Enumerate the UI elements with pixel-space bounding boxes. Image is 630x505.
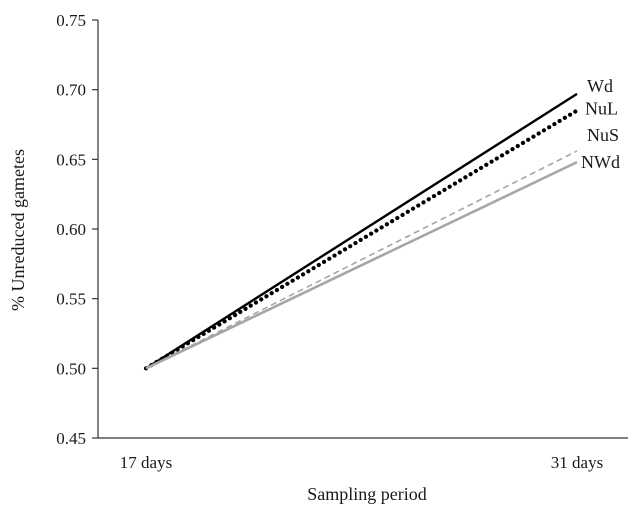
- series-line-nwd: [145, 160, 578, 370]
- y-tick-label: 0.55: [56, 290, 86, 309]
- series-label-nul: NuL: [585, 99, 618, 119]
- series-label-nwd: NWd: [581, 152, 620, 172]
- y-tick-label: 0.60: [56, 220, 86, 239]
- series-line-nus: [145, 150, 578, 370]
- y-tick-label: 0.65: [56, 150, 86, 169]
- y-tick-label: 0.75: [56, 11, 86, 30]
- x-axis-title: Sampling period: [307, 484, 427, 504]
- series-lines: [143, 92, 580, 371]
- x-tick-label: 17 days: [120, 453, 172, 472]
- y-tick-label: 0.70: [56, 81, 86, 100]
- series-line-wd: [145, 92, 578, 370]
- y-axis: 0.45 0.50 0.55 0.60 0.65 0.70 0.75: [56, 11, 99, 448]
- series-label-nus: NuS: [587, 125, 619, 145]
- y-tick-label: 0.45: [56, 429, 86, 448]
- series-labels: Wd NuL NuS NWd: [581, 76, 620, 172]
- y-tick-label: 0.50: [56, 359, 86, 378]
- x-axis: 17 days 31 days: [98, 437, 628, 472]
- series-line-nul: [143, 108, 580, 371]
- y-axis-title: % Unreduced gametes: [8, 149, 28, 311]
- series-label-wd: Wd: [587, 76, 613, 96]
- x-tick-label: 31 days: [551, 453, 603, 472]
